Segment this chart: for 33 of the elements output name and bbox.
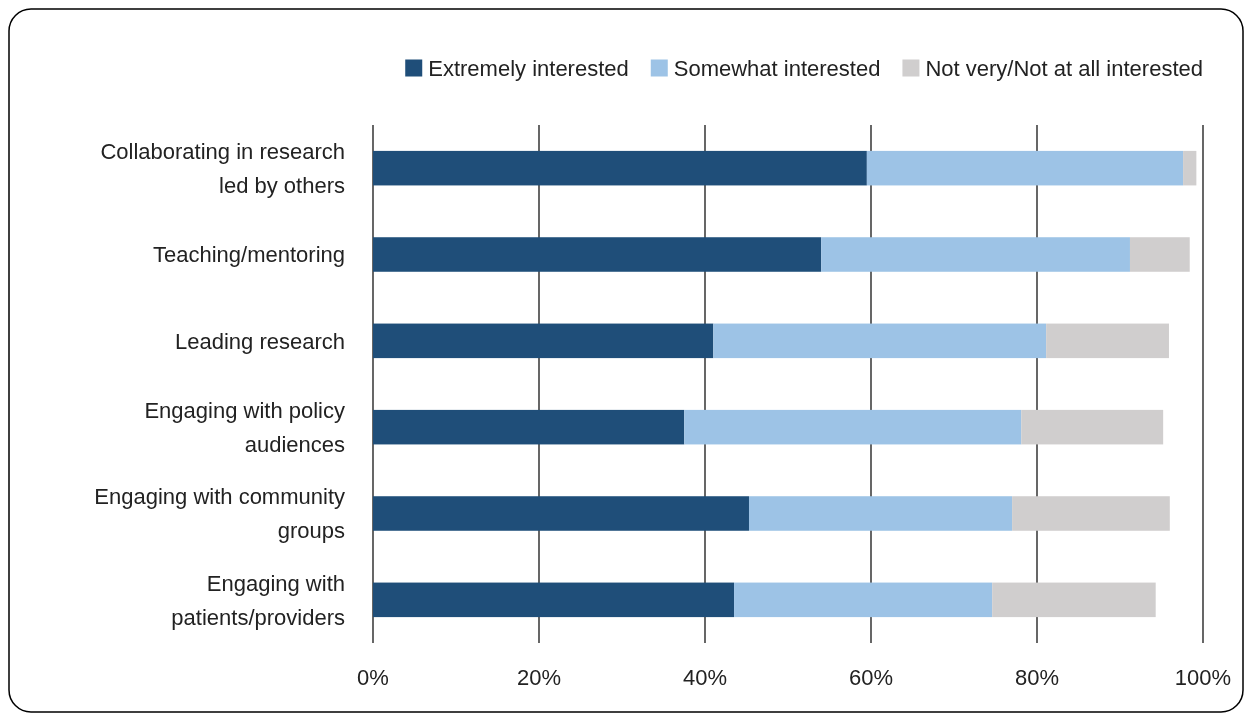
y-tick-label: Engaging with patients/providers [171, 570, 345, 630]
legend-label: Somewhat interested [673, 55, 881, 81]
bar [373, 582, 735, 618]
y-tick-label: Collaborating in research led by others [100, 138, 345, 198]
bar [1129, 237, 1190, 272]
bar [373, 323, 714, 359]
bar [373, 409, 685, 445]
bar [1021, 409, 1164, 445]
y-tick-label: Leading research [174, 328, 345, 354]
bar [734, 582, 993, 618]
bar [373, 496, 749, 531]
bar [373, 237, 822, 272]
bar [1046, 323, 1169, 359]
x-tick-label: 60% [848, 665, 894, 690]
legend-label: Extremely interested [428, 55, 629, 81]
bar [1183, 150, 1197, 186]
x-tick-label: 0% [357, 665, 389, 690]
bar [373, 150, 867, 186]
y-tick-label: Engaging with community groups [94, 484, 345, 544]
y-tick-label: Teaching/mentoring [152, 242, 345, 268]
x-tick-label: 40% [682, 665, 728, 690]
x-tick-label: 80% [1014, 665, 1060, 690]
bar [992, 582, 1156, 618]
bar [1012, 496, 1170, 531]
bar [748, 496, 1013, 531]
bar [866, 150, 1184, 186]
bar [713, 323, 1047, 359]
x-tick-label: 20% [516, 665, 562, 690]
legend-label: Not very/Not at all interested [925, 55, 1204, 81]
bar [821, 237, 1130, 272]
y-tick-label: Engaging with policy audiences [144, 397, 345, 457]
bar [684, 409, 1022, 445]
x-tick-label: 100% [1174, 665, 1232, 690]
